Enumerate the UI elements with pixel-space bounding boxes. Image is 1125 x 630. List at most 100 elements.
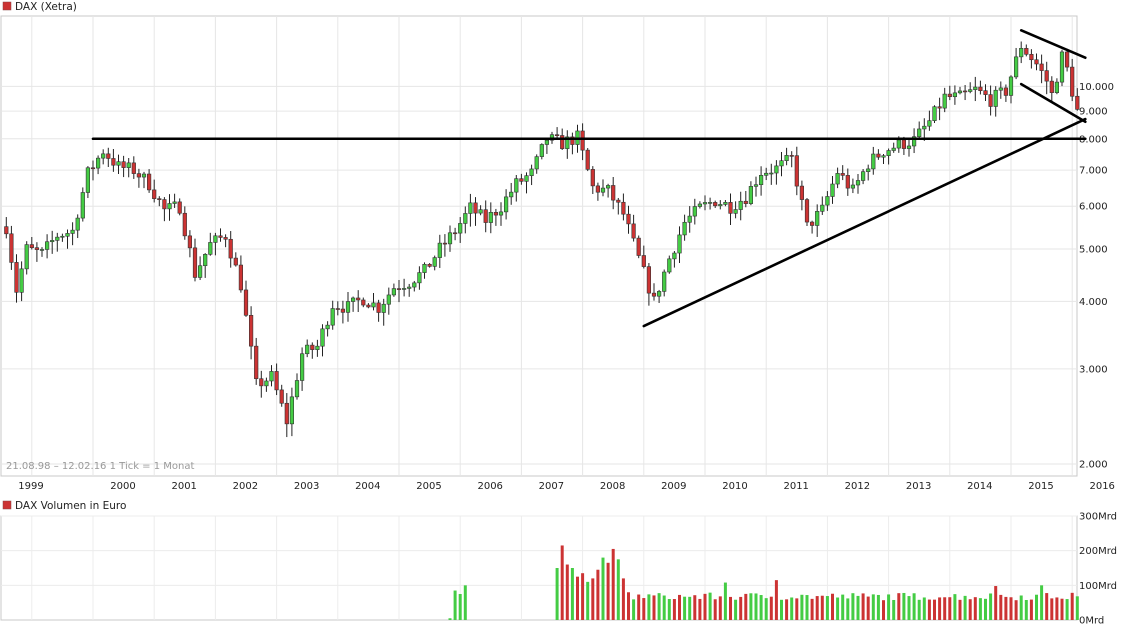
candle [106, 153, 111, 159]
candle [437, 242, 442, 258]
candle [595, 185, 600, 193]
candle [983, 90, 988, 95]
volume-bar [810, 598, 814, 620]
candle [376, 302, 381, 313]
volume-bar [861, 593, 865, 620]
candle [65, 233, 70, 237]
candle [320, 328, 325, 347]
candle [621, 201, 626, 215]
price-x-axis: 1999 2000 2001 2002 2003 2004 2005 2006 2007 2008… [18, 481, 1115, 492]
candle [483, 209, 488, 223]
candle [116, 161, 121, 166]
volume-bar [678, 594, 681, 620]
volume-bar [795, 598, 799, 620]
volume-y-axis: 300Mrd 200Mrd 100Mrd 0Mrd [1079, 512, 1117, 627]
volume-bar [657, 593, 661, 620]
candle [44, 241, 50, 250]
candle [962, 90, 968, 93]
volume-bar [922, 597, 926, 620]
candle [651, 292, 657, 297]
candle [249, 315, 254, 347]
candle [519, 178, 524, 182]
candle [284, 402, 289, 425]
candle [968, 89, 973, 92]
volume-bar [586, 581, 590, 620]
volume-bar [943, 597, 947, 620]
volume-bar [637, 594, 641, 620]
candle [356, 297, 361, 301]
y-tick-label: 9.000 [1079, 107, 1108, 118]
volume-bar [851, 593, 855, 620]
candle [228, 238, 233, 259]
candle [238, 264, 244, 291]
candle [299, 353, 305, 381]
candle [794, 155, 799, 187]
candle [121, 161, 126, 168]
candle [534, 156, 539, 170]
volume-bar [800, 594, 804, 620]
candle [233, 257, 238, 266]
candle [422, 263, 427, 273]
price-legend-swatch [2, 1, 12, 11]
candle [1059, 51, 1065, 83]
volume-bar [729, 596, 732, 620]
candle [866, 168, 871, 172]
volume-y-tick-label: 0Mrd [1079, 616, 1104, 627]
candle [407, 286, 412, 289]
volume-bar [565, 564, 569, 620]
candle [743, 200, 748, 204]
volume-legend-swatch [2, 500, 12, 510]
candle [947, 93, 952, 98]
candle [906, 145, 912, 149]
volume-bar [1029, 599, 1033, 620]
candle [565, 136, 570, 149]
price-plot-frame [0, 15, 1078, 477]
volume-bar [642, 598, 646, 620]
price-legend: DAX (Xetra) [15, 1, 77, 13]
candle [590, 169, 595, 187]
candle [840, 173, 845, 176]
candle [815, 211, 820, 226]
volume-bar [1035, 594, 1038, 620]
volume-bar [1024, 600, 1028, 620]
candle [845, 175, 850, 189]
candle [243, 289, 249, 316]
candle [932, 106, 937, 121]
candlesticks [4, 41, 1080, 438]
candle [636, 237, 641, 256]
volume-bar [1070, 592, 1074, 620]
volume-bar [953, 594, 957, 620]
volume-bar [739, 596, 743, 620]
volume-bar [938, 597, 942, 620]
volume-bar [1060, 598, 1064, 620]
y-tick-label: 3.000 [1079, 364, 1108, 375]
candle [80, 192, 85, 219]
x-tick-label: 2006 [477, 481, 502, 492]
volume-y-tick-label: 300Mrd [1079, 512, 1117, 523]
candle [707, 202, 713, 204]
volume-bar [917, 599, 921, 620]
volume-bar [672, 599, 676, 620]
candle [626, 213, 631, 225]
volume-bar [734, 599, 738, 620]
volume-bar [994, 586, 998, 620]
volume-bar [708, 592, 712, 620]
x-tick-label: 2007 [539, 481, 564, 492]
candle [514, 178, 519, 193]
candle [488, 212, 493, 223]
volume-bar [576, 576, 579, 620]
volume-bar [713, 599, 717, 620]
candle [667, 258, 672, 273]
candle [753, 184, 759, 187]
x-tick-label: 2000 [110, 481, 135, 492]
candle [29, 244, 34, 248]
candle [758, 175, 764, 186]
x-tick-label: 2015 [1028, 481, 1053, 492]
volume-bar [958, 599, 962, 620]
candle [769, 172, 774, 175]
candle [391, 288, 397, 296]
volume-bar [744, 593, 748, 620]
candle [294, 380, 300, 398]
candle [641, 255, 646, 267]
candle [937, 106, 942, 109]
